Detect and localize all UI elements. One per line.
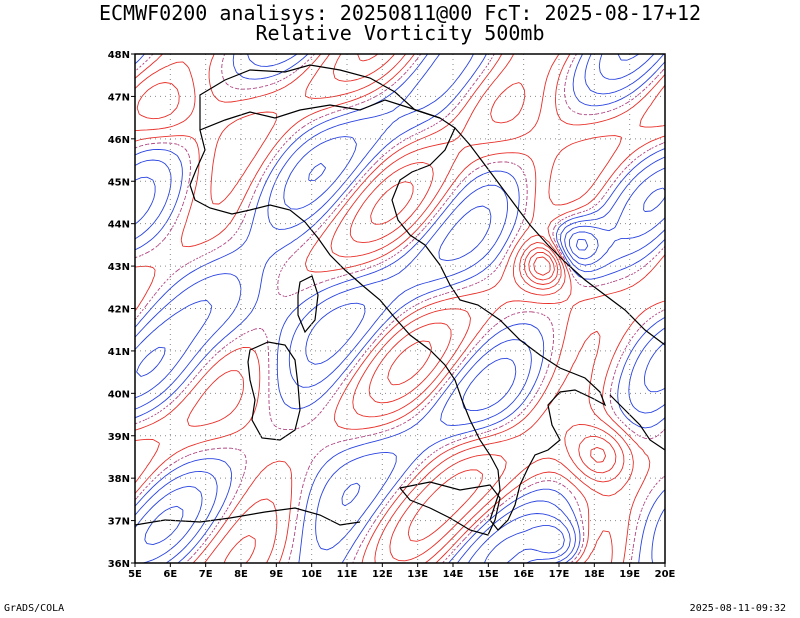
corsica-coastline <box>297 275 319 334</box>
axis-ticks: 5E 6E 7E 8E 9E 10E 11E 12E 13E 14E 15E 16E 17E 18E 19E… <box>108 50 676 580</box>
lon-tick-label: 6E <box>163 569 177 580</box>
lon-tick-label: 18E <box>584 569 605 580</box>
lat-tick-label: 41N <box>108 347 130 358</box>
lat-tick-label: 39N <box>108 432 130 443</box>
lat-tick-label: 44N <box>108 220 130 231</box>
lat-tick-label: 40N <box>108 389 130 400</box>
positive-vorticity-contour <box>136 54 625 563</box>
positive-vorticity-contour <box>135 54 665 563</box>
footer-credit: GrADS/COLA <box>4 603 65 614</box>
positive-vorticity-contour <box>528 251 607 463</box>
lon-tick-label: 8E <box>234 569 248 580</box>
lon-tick-label: 13E <box>407 569 428 580</box>
negative-vorticity-contour <box>136 54 665 563</box>
sardinia-coastline <box>247 341 301 441</box>
sicily-coastline <box>398 481 501 536</box>
lat-tick-label: 46N <box>108 135 130 146</box>
lon-tick-label: 20E <box>655 569 676 580</box>
positive-vorticity-contour <box>533 256 551 276</box>
lat-tick-label: 42N <box>108 305 130 316</box>
lat-tick-label: 37N <box>108 517 130 528</box>
lon-tick-label: 19E <box>619 569 640 580</box>
positive-vorticity-contour <box>357 54 617 542</box>
lon-tick-label: 7E <box>199 569 213 580</box>
negative-vorticity-contour <box>135 54 665 563</box>
positive-vorticity-contour <box>135 54 665 563</box>
lat-tick-label: 47N <box>108 92 130 103</box>
lon-tick-label: 11E <box>337 569 358 580</box>
lat-tick-label: 48N <box>108 50 130 61</box>
map-title: ECMWF0200 analisys: 20250811@00 FcT: 202… <box>98 1 702 25</box>
italy-coastline <box>189 64 607 531</box>
lon-tick-label: 10E <box>301 569 322 580</box>
negative-vorticity-contour <box>135 54 665 563</box>
lon-tick-label: 9E <box>269 569 283 580</box>
lon-tick-label: 16E <box>513 569 534 580</box>
negative-vorticity-contour <box>575 238 589 251</box>
lon-tick-label: 14E <box>443 569 464 580</box>
lat-tick-label: 45N <box>108 177 130 188</box>
lat-tick-label: 43N <box>108 262 130 273</box>
coastline-borders <box>135 64 665 536</box>
lon-tick-label: 12E <box>372 569 393 580</box>
lat-tick-label: 36N <box>108 559 130 570</box>
north-africa-coastline <box>135 507 361 526</box>
lon-tick-label: 17E <box>549 569 570 580</box>
lon-tick-label: 15E <box>478 569 499 580</box>
alps-border <box>199 99 441 131</box>
lat-tick-label: 38N <box>108 474 130 485</box>
lon-tick-label: 5E <box>128 569 142 580</box>
adriatic-east-coast <box>454 127 665 346</box>
greece-coast <box>609 394 665 451</box>
vorticity-contours <box>135 54 665 563</box>
footer-timestamp: 2025-08-11-09:32 <box>689 603 786 614</box>
map-grid <box>135 54 665 563</box>
map-subtitle: Relative Vorticity 500mb <box>255 21 545 45</box>
